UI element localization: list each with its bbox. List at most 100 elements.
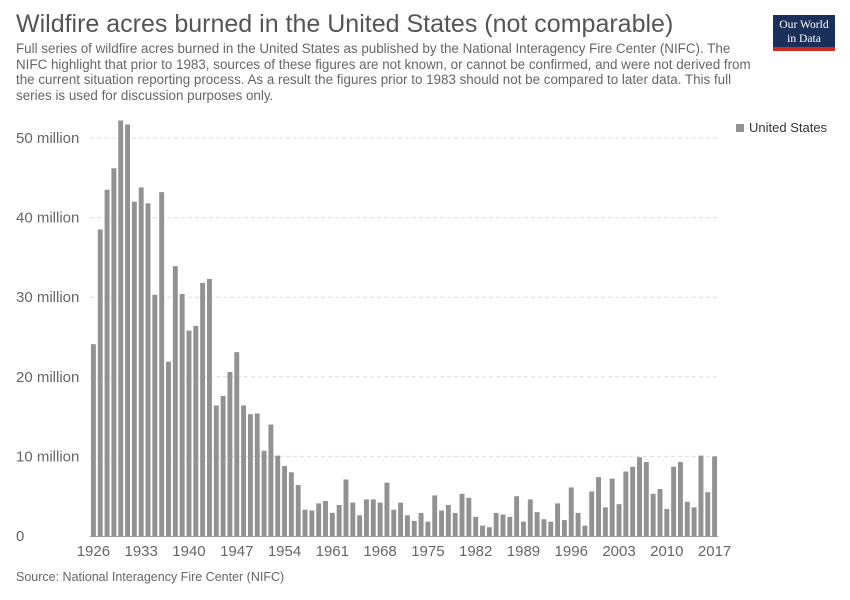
y-tick-label: 10 million (16, 448, 79, 465)
bar[interactable] (377, 502, 383, 536)
bar[interactable] (568, 487, 574, 536)
bar[interactable] (254, 413, 260, 536)
bar[interactable] (145, 203, 151, 536)
bar[interactable] (97, 229, 103, 537)
bar[interactable] (179, 294, 185, 536)
bar[interactable] (541, 519, 547, 536)
bar[interactable] (131, 201, 137, 536)
bar[interactable] (391, 509, 397, 536)
bar[interactable] (90, 344, 96, 536)
bar[interactable] (186, 330, 192, 536)
bar[interactable] (118, 120, 124, 536)
bar[interactable] (445, 504, 451, 536)
bar[interactable] (411, 520, 417, 536)
bar[interactable] (206, 278, 212, 536)
bar[interactable] (596, 477, 602, 536)
x-tick-label: 1982 (459, 543, 492, 560)
bar[interactable] (486, 527, 492, 536)
bar[interactable] (432, 495, 438, 536)
bar[interactable] (234, 352, 240, 536)
bar[interactable] (500, 514, 506, 536)
bar[interactable] (172, 266, 178, 536)
bar[interactable] (282, 465, 288, 536)
bar[interactable] (466, 497, 472, 536)
bar[interactable] (261, 450, 267, 536)
x-tick-label: 1926 (77, 543, 110, 560)
bar[interactable] (534, 512, 540, 536)
bar[interactable] (404, 515, 410, 536)
bar[interactable] (152, 294, 158, 536)
bar[interactable] (227, 372, 233, 536)
bar[interactable] (698, 455, 704, 536)
bar[interactable] (480, 525, 485, 536)
bar[interactable] (398, 502, 404, 536)
bar[interactable] (418, 512, 424, 536)
bar[interactable] (275, 455, 281, 536)
chart-subtitle: Full series of wildfire acres burned in … (16, 41, 751, 103)
bar[interactable] (268, 424, 274, 536)
bar[interactable] (677, 461, 683, 536)
bar[interactable] (295, 485, 301, 536)
bar[interactable] (302, 509, 308, 536)
bar[interactable] (309, 510, 315, 536)
bar[interactable] (370, 499, 376, 536)
bar[interactable] (548, 521, 554, 536)
bar[interactable] (316, 503, 322, 536)
bar[interactable] (514, 496, 520, 536)
bar[interactable] (643, 461, 649, 536)
bar[interactable] (357, 515, 363, 536)
bar[interactable] (138, 187, 144, 537)
bar[interactable] (575, 512, 581, 536)
bar[interactable] (241, 405, 247, 536)
bar[interactable] (425, 521, 431, 536)
bar[interactable] (159, 192, 165, 537)
bar[interactable] (493, 512, 499, 536)
bar[interactable] (166, 361, 171, 536)
bar[interactable] (288, 472, 294, 536)
bar[interactable] (384, 482, 390, 536)
bar[interactable] (336, 504, 342, 536)
bar[interactable] (623, 471, 629, 536)
bar[interactable] (323, 500, 328, 536)
bar[interactable] (555, 503, 561, 536)
bar[interactable] (527, 499, 533, 536)
owid-logo[interactable]: Our World in Data (773, 15, 835, 51)
bar[interactable] (220, 395, 226, 536)
bar[interactable] (200, 282, 206, 536)
bar[interactable] (125, 124, 131, 536)
bar[interactable] (664, 508, 670, 536)
bar[interactable] (343, 479, 349, 536)
bar[interactable] (452, 512, 458, 536)
bar[interactable] (691, 507, 697, 536)
bar[interactable] (630, 466, 636, 536)
bar[interactable] (520, 521, 526, 536)
bar[interactable] (561, 520, 567, 536)
bar[interactable] (609, 478, 615, 536)
bar[interactable] (111, 168, 117, 537)
bar[interactable] (712, 456, 718, 536)
bar[interactable] (684, 501, 690, 536)
bar[interactable] (193, 325, 199, 536)
bar[interactable] (650, 493, 656, 536)
y-tick-label: 30 million (16, 289, 79, 306)
bar[interactable] (589, 491, 595, 536)
bar[interactable] (657, 489, 663, 536)
y-tick-label: 20 million (16, 369, 79, 386)
bar[interactable] (104, 189, 110, 537)
bar[interactable] (616, 504, 622, 536)
bar[interactable] (602, 507, 608, 536)
bar[interactable] (247, 414, 253, 536)
bar[interactable] (459, 493, 465, 536)
bar[interactable] (637, 457, 642, 536)
legend[interactable]: United States (736, 120, 827, 135)
bar[interactable] (363, 499, 369, 536)
bar[interactable] (582, 525, 588, 536)
bar[interactable] (705, 492, 711, 536)
bar[interactable] (507, 516, 513, 536)
bar[interactable] (329, 512, 335, 536)
bar[interactable] (473, 516, 479, 536)
bar[interactable] (439, 510, 445, 536)
bar[interactable] (350, 502, 356, 536)
bar[interactable] (671, 466, 677, 536)
bar[interactable] (213, 405, 219, 536)
